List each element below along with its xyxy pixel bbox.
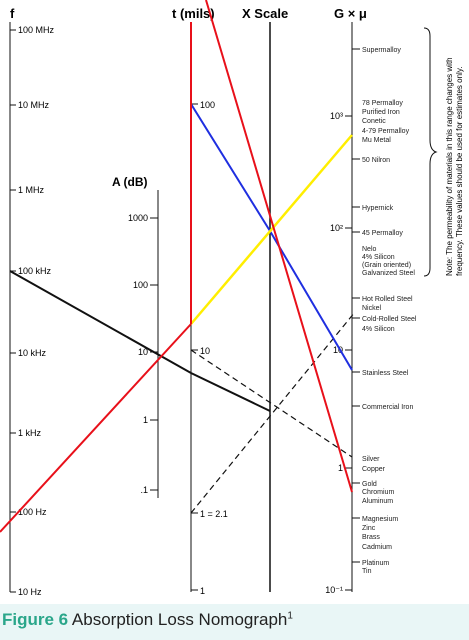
material-label: Cold-Rolled Steel: [362, 316, 417, 323]
material-label: Hot Rolled Steel: [362, 296, 413, 303]
figure-number: Figure 6: [2, 610, 69, 629]
material-label: Conetic: [362, 118, 386, 125]
header-g: G × μ: [334, 6, 367, 21]
t-tick-label: 100: [200, 100, 215, 110]
material-label: Commercial Iron: [362, 404, 413, 411]
header-a: A (dB): [112, 175, 148, 189]
material-label: Nelo: [362, 246, 377, 253]
material-label: 50 Nilron: [362, 157, 390, 164]
f-tick-label: 10 Hz: [18, 587, 42, 597]
g-tick-label: 10²: [330, 223, 343, 233]
material-label: Zinc: [362, 525, 376, 532]
t-tick-label: 1 = 2.1: [200, 509, 228, 519]
f-tick-label: 10 kHz: [18, 348, 47, 358]
material-label: 45 Permalloy: [362, 230, 403, 237]
f-tick-label: 100 MHz: [18, 25, 55, 35]
f-tick-label: 1 kHz: [18, 428, 42, 438]
figure-title: Absorption Loss Nomograph: [71, 610, 288, 629]
red-line-left: [0, 323, 192, 533]
header-t: t (mils): [172, 6, 215, 21]
t-tick-label: 1: [200, 586, 205, 596]
material-label: 4% Silicon: [362, 254, 395, 261]
figure-footnote: 1: [287, 610, 293, 622]
material-label: Mu Metal: [362, 137, 391, 144]
a-tick-label: .1: [140, 485, 148, 495]
f-tick-label: 100 Hz: [18, 507, 47, 517]
header-f: f: [10, 6, 15, 21]
material-label: Cadmium: [362, 544, 392, 551]
material-label: Tin: [362, 568, 372, 575]
black-line: [9, 270, 271, 412]
a-tick-label: 1: [143, 415, 148, 425]
material-label: Nickel: [362, 305, 382, 312]
material-label: Aluminum: [362, 498, 393, 505]
dashed-line-lower: [190, 311, 356, 514]
material-label: Gold: [362, 481, 377, 488]
a-tick-label: 100: [133, 280, 148, 290]
material-label: 4% Silicon: [362, 326, 395, 333]
material-label: 4-79 Permalloy: [362, 128, 410, 135]
note-line-2: frequency. These values should be used f…: [455, 67, 464, 276]
g-tick-label: 10³: [330, 111, 343, 121]
yellow-line: [190, 134, 353, 325]
material-label: Silver: [362, 456, 380, 463]
material-label: Galvanized Steel: [362, 270, 415, 277]
material-label: Supermalloy: [362, 47, 401, 54]
g-tick-label: 10⁻¹: [325, 585, 343, 595]
material-label: Hypernick: [362, 205, 394, 212]
g-tick-label: 10: [333, 345, 343, 355]
a-tick-label: 10: [138, 347, 148, 357]
nomograph: f t (mils) X Scale G × μ A (dB) 100 MHz …: [0, 0, 464, 597]
material-label: Platinum: [362, 560, 389, 567]
f-tick-label: 10 MHz: [18, 100, 50, 110]
material-label: Copper: [362, 466, 386, 473]
a-tick-label: 1000: [128, 213, 148, 223]
figure-caption: Figure 6 Absorption Loss Nomograph1: [0, 604, 469, 640]
material-label: (Grain oriented): [362, 262, 411, 269]
t-tick-label: 10: [200, 346, 210, 356]
material-label: Magnesium: [362, 516, 398, 523]
note-line-1: Note: The permeability of materials in t…: [445, 57, 454, 276]
f-tick-label: 1 MHz: [18, 185, 45, 195]
blue-line: [190, 103, 353, 371]
material-label: Purified Iron: [362, 109, 400, 116]
f-tick-label: 100 kHz: [18, 266, 52, 276]
red-line-right: [205, 0, 353, 493]
dashed-line-upper: [190, 349, 353, 458]
note-brace: [423, 27, 438, 277]
g-tick-label: 1: [338, 463, 343, 473]
header-x-scale: X Scale: [242, 6, 288, 21]
material-label: Chromium: [362, 489, 394, 496]
material-label: Stainless Steel: [362, 370, 409, 377]
material-label: Brass: [362, 534, 380, 541]
material-label: 78 Permalloy: [362, 100, 403, 107]
